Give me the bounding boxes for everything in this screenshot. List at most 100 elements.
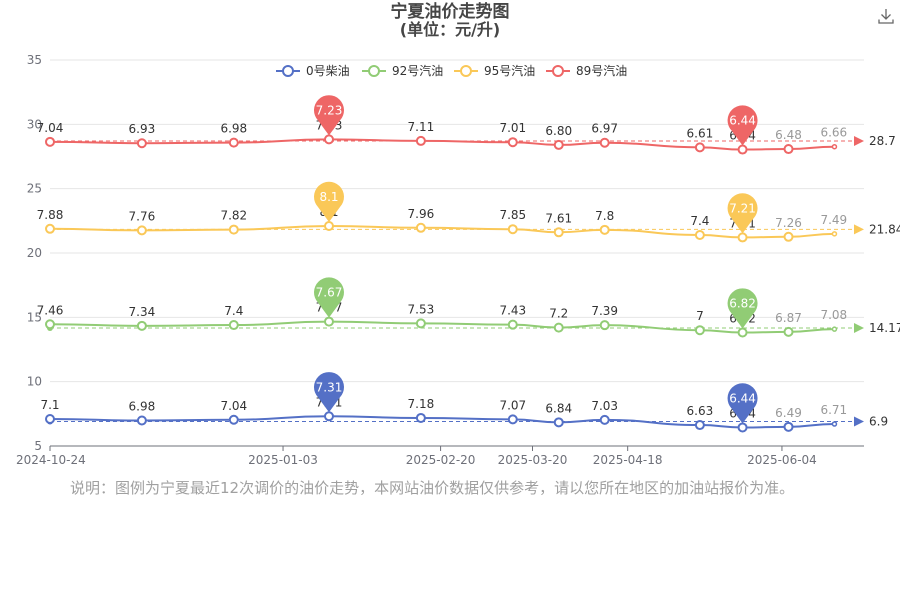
data-label: 7.8: [595, 209, 614, 223]
pin-label: 6.44: [729, 391, 756, 405]
data-point: [136, 320, 147, 331]
data-point: [553, 227, 564, 238]
pin-label: 6.44: [729, 114, 756, 128]
data-point: [737, 327, 748, 338]
data-point: [783, 231, 794, 242]
series-line-2: [49, 224, 835, 239]
data-point: [831, 326, 838, 332]
mark-line-label-0: 6.9: [869, 415, 888, 429]
pin-shape: [313, 372, 344, 413]
data-point: [694, 229, 705, 240]
legend-marker: [552, 65, 564, 77]
mark-line-label-1: 14.17: [869, 321, 900, 335]
pin-shape: [313, 95, 344, 136]
x-tick-label: 2025-06-04: [747, 453, 817, 467]
data-label: 6.93: [129, 122, 156, 136]
pin-label: 7.67: [316, 286, 343, 300]
data-label: 6.87: [775, 311, 802, 325]
min-pin-2: 7.21: [727, 193, 758, 234]
data-label: 6.97: [591, 122, 618, 136]
data-point: [737, 144, 748, 155]
data-label: 7.46: [37, 303, 64, 317]
data-label: 6.61: [687, 126, 714, 140]
data-label: 7.04: [37, 121, 64, 135]
data-label: 7.96: [408, 207, 435, 221]
data-point: [136, 225, 147, 236]
legend-label: 0号柴油: [306, 64, 350, 78]
y-tick-label: 15: [27, 310, 42, 324]
mark-line-arrow-2: [854, 224, 864, 235]
data-label: 7.39: [591, 304, 618, 318]
data-label: 6.80: [545, 124, 572, 138]
mark-line-label-3: 28.7: [869, 134, 896, 148]
data-point: [415, 318, 426, 329]
legend-item-3: 89号汽油: [546, 63, 627, 78]
data-point: [415, 222, 426, 233]
download-icon: [878, 9, 894, 24]
data-label: 7.1: [40, 398, 59, 412]
pin-shape: [313, 181, 344, 222]
data-point: [136, 138, 147, 149]
y-tick-label: 20: [27, 246, 42, 260]
data-label: 7.2: [549, 307, 568, 321]
data-label: 7.43: [499, 304, 526, 318]
data-point: [507, 224, 518, 235]
pin-label: 7.23: [316, 103, 343, 117]
data-label: 7.26: [775, 216, 802, 230]
data-point: [599, 414, 610, 425]
legend-label: 92号汽油: [392, 63, 443, 78]
chart-subtitle: (单位：元/升): [399, 20, 501, 39]
data-label: 6.66: [820, 126, 847, 140]
data-label: 7.4: [690, 214, 709, 228]
data-point: [45, 223, 55, 234]
data-point: [136, 415, 147, 426]
pin-label: 7.21: [729, 201, 756, 215]
download-button[interactable]: [876, 6, 896, 26]
data-label: 7.03: [591, 399, 618, 413]
data-point: [323, 316, 334, 327]
chart-title: 宁夏油价走势图: [390, 2, 510, 22]
pin-shape: [313, 277, 344, 318]
legend-marker: [282, 65, 294, 77]
data-point: [783, 326, 794, 337]
pin-label: 7.31: [316, 380, 343, 394]
pin-shape: [727, 105, 758, 146]
data-label: 6.49: [775, 406, 802, 420]
mark-line-label-2: 21.84: [869, 222, 900, 236]
data-label: 6.71: [820, 403, 847, 417]
data-label: 6.98: [220, 122, 247, 136]
legend-label: 89号汽油: [576, 63, 627, 78]
data-point: [694, 325, 705, 336]
data-label: 6.84: [545, 401, 572, 415]
data-label: 7.11: [408, 120, 435, 134]
max-pin-3: 7.23: [313, 95, 344, 136]
data-point: [323, 411, 334, 422]
legend-marker: [460, 65, 472, 77]
data-point: [228, 320, 239, 331]
min-pin-0: 6.44: [727, 383, 758, 424]
series-line-1: [49, 320, 835, 334]
x-tick-label: 2025-04-18: [593, 453, 663, 467]
data-point: [415, 135, 426, 146]
data-point: [228, 137, 239, 148]
data-point: [694, 420, 705, 431]
data-point: [599, 137, 610, 148]
data-label: 7.61: [545, 211, 572, 225]
data-point: [694, 142, 705, 153]
mark-line-arrow-0: [854, 416, 864, 427]
max-pin-0: 7.31: [313, 372, 344, 413]
data-point: [553, 139, 564, 150]
data-label: 6.48: [775, 128, 802, 142]
y-tick-label: 35: [27, 53, 42, 67]
y-tick-label: 30: [27, 117, 42, 131]
mark-line-arrow-3: [854, 136, 864, 147]
data-point: [553, 322, 564, 333]
chart-note: 说明：图例为宁夏最近12次调价的油价走势，本网站油价数据仅供参考，请以您所在地区…: [70, 479, 795, 497]
x-tick-label: 2025-02-20: [406, 453, 476, 467]
data-label: 7.18: [408, 397, 435, 411]
pin-shape: [727, 288, 758, 329]
x-tick-label: 2024-10-24: [16, 453, 86, 467]
y-tick-label: 10: [27, 375, 42, 389]
data-label: 7.88: [37, 208, 64, 222]
mark-line-arrow-1: [854, 323, 864, 334]
